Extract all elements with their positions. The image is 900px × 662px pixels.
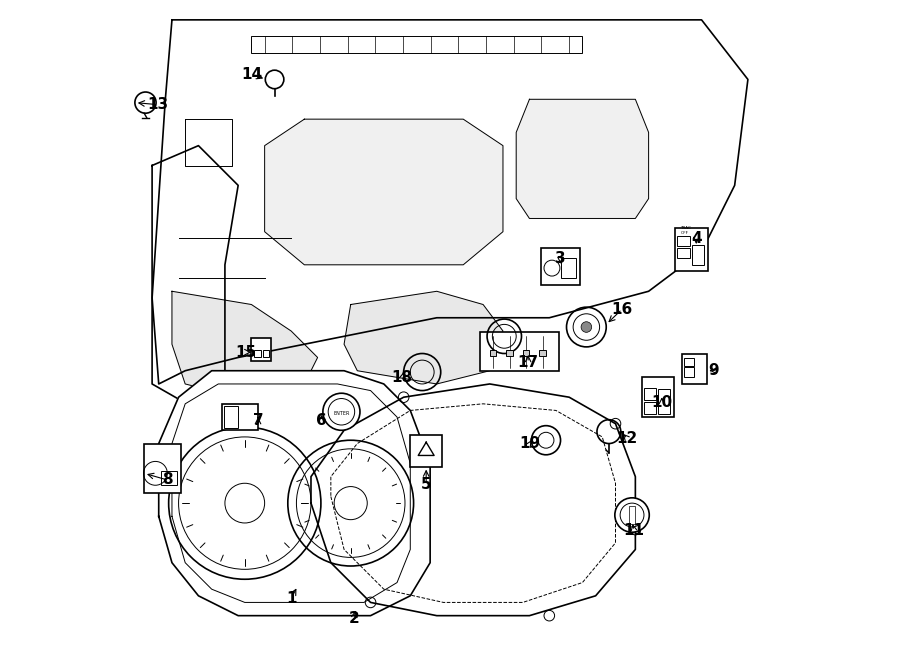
Circle shape <box>323 393 360 430</box>
Text: 10: 10 <box>652 395 672 410</box>
Circle shape <box>615 498 649 532</box>
Polygon shape <box>152 146 239 410</box>
Text: 15: 15 <box>236 345 256 359</box>
Text: 4: 4 <box>691 231 702 246</box>
Bar <box>480 332 559 371</box>
Polygon shape <box>344 291 503 384</box>
Bar <box>562 258 576 278</box>
Bar <box>677 236 690 246</box>
Text: 13: 13 <box>147 97 168 112</box>
Bar <box>161 471 176 485</box>
Bar <box>629 506 635 524</box>
Bar <box>642 377 674 417</box>
Bar <box>410 435 442 467</box>
Polygon shape <box>152 20 748 384</box>
Text: 16: 16 <box>611 302 633 316</box>
Text: ENTER: ENTER <box>333 410 349 416</box>
Text: 6: 6 <box>316 413 327 428</box>
Text: 5: 5 <box>421 477 431 492</box>
Bar <box>144 444 181 493</box>
Bar <box>539 350 546 356</box>
Bar <box>684 358 694 366</box>
Circle shape <box>581 322 591 332</box>
Polygon shape <box>158 371 430 616</box>
Text: 8: 8 <box>162 473 173 487</box>
Bar <box>691 245 704 265</box>
Bar <box>490 350 496 356</box>
Text: 3: 3 <box>555 251 566 265</box>
Polygon shape <box>172 291 318 397</box>
Bar <box>681 354 706 384</box>
Bar <box>507 350 513 356</box>
Text: 18: 18 <box>392 370 413 385</box>
Bar <box>677 248 690 258</box>
Polygon shape <box>311 384 635 616</box>
Bar <box>542 248 580 285</box>
Bar <box>658 389 670 414</box>
Bar <box>523 350 529 356</box>
Text: 14: 14 <box>241 67 262 81</box>
Bar <box>264 350 268 357</box>
Text: 2: 2 <box>348 612 359 626</box>
Text: 7: 7 <box>253 413 264 428</box>
Text: 17: 17 <box>518 355 539 370</box>
Polygon shape <box>517 99 649 218</box>
Text: 1: 1 <box>286 591 296 606</box>
Text: TRAC
OFF: TRAC OFF <box>680 226 690 235</box>
Text: 19: 19 <box>519 436 540 451</box>
Bar <box>644 402 656 414</box>
Bar <box>223 406 238 428</box>
Bar <box>251 338 271 361</box>
Text: 9: 9 <box>708 363 719 378</box>
Bar <box>251 36 582 53</box>
Bar <box>675 228 708 271</box>
Polygon shape <box>265 119 503 265</box>
Bar <box>254 350 261 357</box>
Bar <box>644 388 656 400</box>
Bar <box>221 404 258 430</box>
Text: 11: 11 <box>624 524 644 538</box>
Text: 12: 12 <box>616 432 638 446</box>
Bar <box>684 367 694 377</box>
